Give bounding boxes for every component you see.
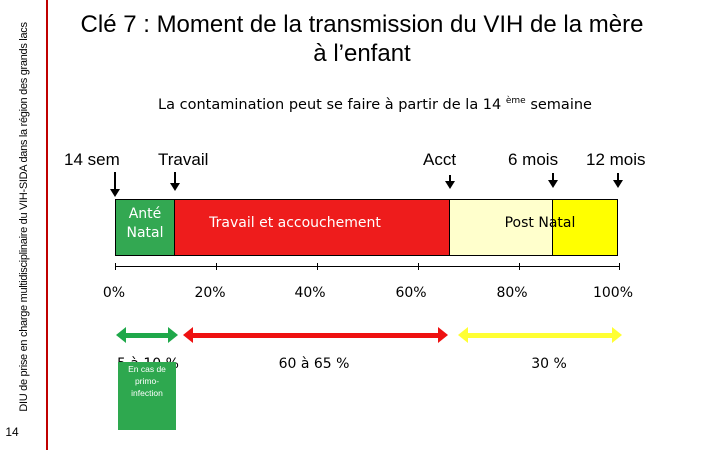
antenatal-label-line-2: Natal [126, 225, 164, 241]
marker-label-14-sem: 14 sem [64, 150, 120, 169]
slide-title: Clé 7 : Moment de la transmission du VIH… [62, 10, 662, 68]
travail-label: Travail et accouchement [209, 215, 381, 231]
arrow-head-14-sem [110, 189, 120, 197]
segment-travail-accouchement [175, 199, 450, 256]
page-number: 14 [5, 425, 19, 439]
range-arrow-right-yellow [612, 327, 622, 343]
arrow-travail [174, 172, 176, 183]
range-label-postnatal: 30 % [531, 356, 567, 372]
antenatal-label-line-1: Anté [128, 206, 162, 222]
range-bar-travail [192, 333, 438, 338]
note-line-2: primo- [134, 376, 160, 386]
range-arrow-left-green [116, 327, 126, 343]
range-arrow-left-red [183, 327, 193, 343]
segment-postnatal-late [553, 199, 618, 256]
arrow-head-6-mois [548, 180, 558, 188]
arrow-6-mois [552, 173, 554, 180]
marker-label-travail: Travail [158, 150, 209, 169]
axis-label-0: 0% [102, 285, 126, 301]
sidebar-course-title: DIU de prise en charge multidisciplinair… [18, 22, 30, 412]
segment-postnatal-early [450, 199, 553, 256]
percentage-axis-line [115, 266, 620, 267]
sidebar-divider [46, 0, 48, 450]
axis-label-40: 40% [294, 285, 326, 301]
antenatal-label: Anté Natal [115, 205, 175, 243]
range-arrow-right-green [168, 327, 178, 343]
axis-tick [317, 263, 318, 270]
arrow-12-mois [617, 173, 619, 180]
slide-subtitle: La contamination peut se faire à partir … [150, 96, 600, 113]
axis-label-100: 100% [592, 285, 634, 301]
arrow-acct [449, 175, 451, 181]
subtitle-superscript: ème [505, 96, 526, 106]
arrow-head-acct [445, 181, 455, 189]
arrow-head-12-mois [613, 180, 623, 188]
segment-antenatal [115, 199, 175, 256]
arrow-14-sem [114, 172, 116, 189]
note-line-1: En cas de [128, 364, 166, 374]
range-arrow-right-red [438, 327, 448, 343]
range-bar-postnatal [467, 333, 612, 338]
range-bar-antenatal [125, 333, 168, 338]
marker-label-12-mois: 12 mois [586, 150, 646, 169]
primo-infection-note: En cas de primo- infection [118, 362, 176, 430]
marker-label-acct: Acct [423, 150, 457, 169]
axis-tick [418, 263, 419, 270]
axis-label-20: 20% [194, 285, 226, 301]
slide-title-line-2: à l’enfant [313, 40, 411, 67]
axis-label-80: 80% [496, 285, 528, 301]
range-label-travail: 60 à 65 % [278, 356, 350, 372]
postnatal-label: Post Natal [504, 215, 576, 231]
axis-tick [519, 263, 520, 270]
subtitle-text: La contamination peut se faire à partir … [158, 96, 502, 113]
axis-tick [216, 263, 217, 270]
arrow-head-travail [170, 183, 180, 191]
slide-title-line-1: Clé 7 : Moment de la transmission du VIH… [80, 11, 644, 38]
axis-label-60: 60% [395, 285, 427, 301]
axis-tick [619, 263, 620, 270]
axis-tick [115, 263, 116, 270]
range-arrow-left-yellow [458, 327, 468, 343]
marker-label-6-mois: 6 mois [508, 150, 559, 169]
subtitle-text-end: semaine [525, 96, 592, 113]
note-line-3: infection [131, 388, 163, 398]
